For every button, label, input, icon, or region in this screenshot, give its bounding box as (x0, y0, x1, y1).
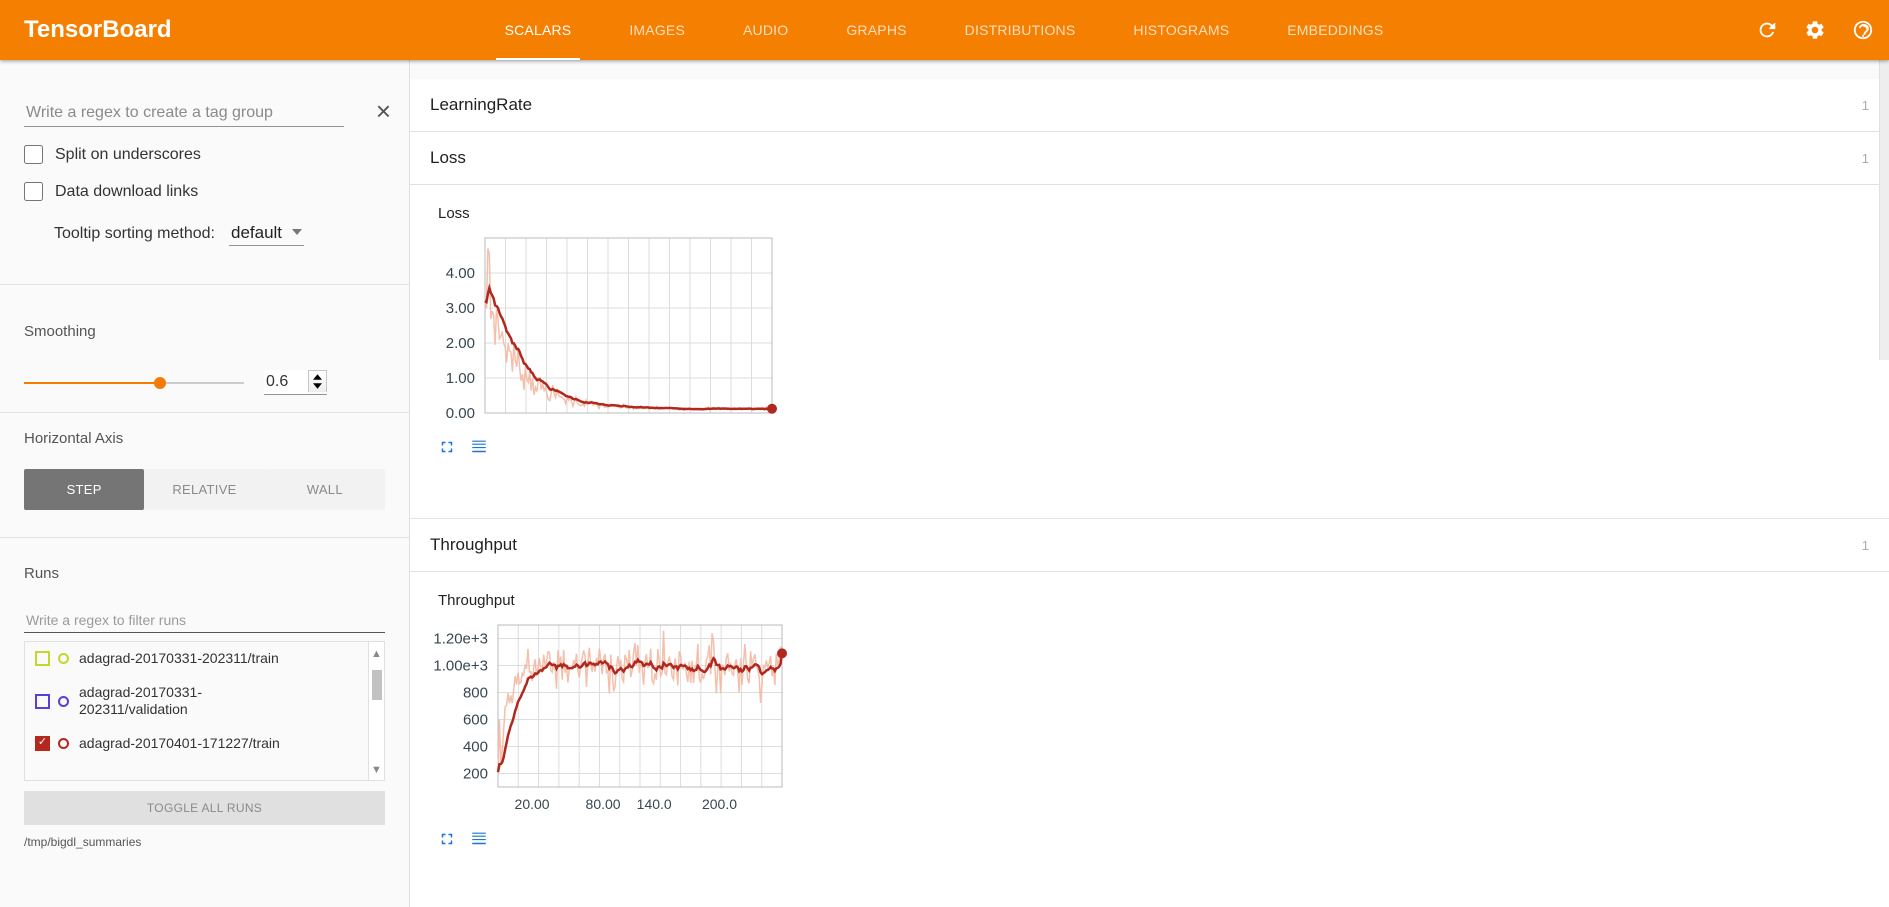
svg-text:200.0: 200.0 (702, 796, 737, 811)
svg-text:80.00: 80.00 (586, 796, 621, 811)
svg-text:1.20e+3: 1.20e+3 (433, 631, 488, 648)
svg-text:0.00: 0.00 (446, 405, 475, 419)
svg-text:600: 600 (463, 712, 488, 729)
svg-text:140.0: 140.0 (637, 796, 672, 811)
svg-text:20.00: 20.00 (515, 796, 550, 811)
svg-text:1.00e+3: 1.00e+3 (433, 658, 488, 675)
svg-text:1.00: 1.00 (446, 370, 475, 387)
svg-text:800: 800 (463, 685, 488, 702)
svg-text:4.00: 4.00 (446, 265, 475, 282)
svg-text:2.00: 2.00 (446, 335, 475, 352)
svg-text:400: 400 (463, 739, 488, 756)
svg-text:3.00: 3.00 (446, 300, 475, 317)
svg-text:200: 200 (463, 766, 488, 783)
